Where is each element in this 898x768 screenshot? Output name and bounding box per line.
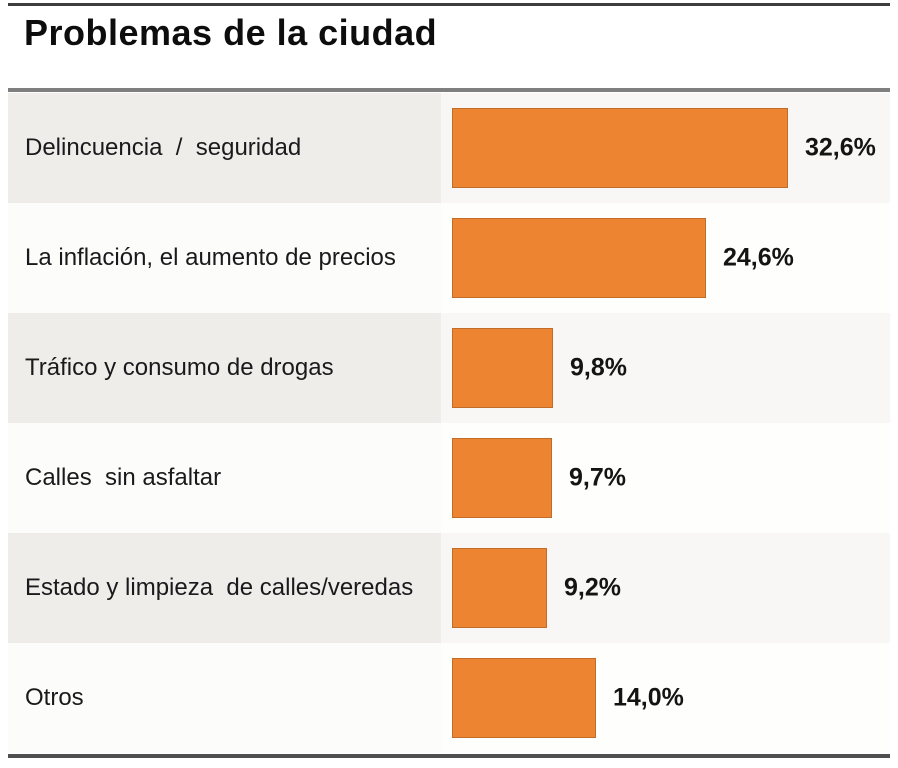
bar — [452, 108, 788, 188]
bar — [452, 218, 706, 298]
plot-area-band — [441, 93, 890, 753]
bar — [452, 328, 553, 408]
bar — [452, 548, 547, 628]
value-label: 14,0% — [613, 683, 684, 712]
category-label: Otros — [25, 684, 84, 711]
chart-title: Problemas de la ciudad — [24, 12, 438, 53]
category-label: Estado y limpieza de calles/veredas — [25, 574, 414, 601]
top-border-line — [8, 3, 890, 6]
value-label: 9,2% — [564, 573, 621, 602]
chart-rows: Delincuencia / seguridad 32,6% La inflac… — [8, 93, 890, 753]
category-label: La inflación, el aumento de precios — [25, 244, 396, 271]
category-label: Delincuencia / seguridad — [25, 134, 302, 161]
category-label: Calles sin asfaltar — [25, 464, 222, 491]
value-label: 24,6% — [723, 243, 794, 272]
value-label: 9,7% — [569, 463, 626, 492]
category-label: Tráfico y consumo de drogas — [25, 354, 334, 381]
title-divider-line — [8, 88, 890, 92]
bottom-border-line — [8, 754, 890, 758]
value-label: 9,8% — [570, 353, 627, 382]
bar — [452, 438, 552, 518]
bar — [452, 658, 596, 738]
value-label: 32,6% — [805, 133, 876, 162]
